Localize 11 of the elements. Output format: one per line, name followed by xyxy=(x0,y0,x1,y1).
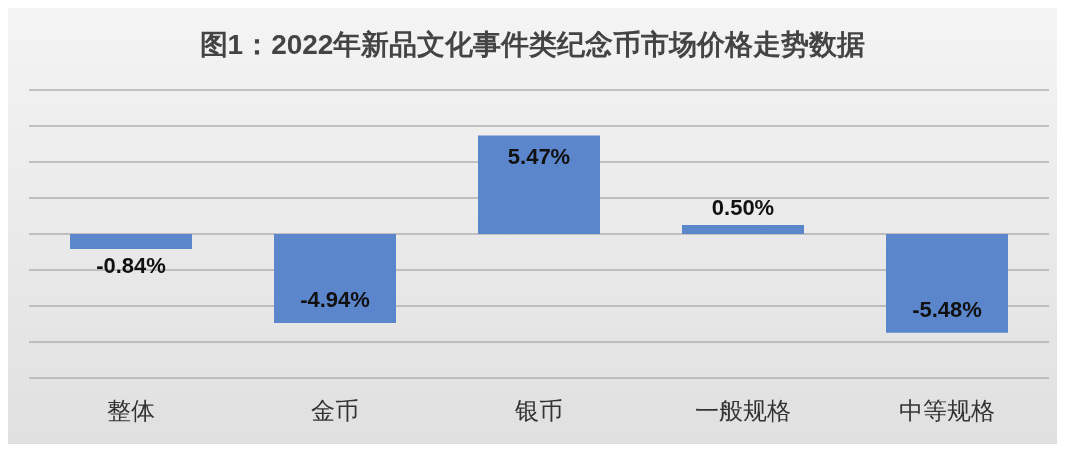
chart-title: 图1：2022年新品文化事件类纪念币市场价格走势数据 xyxy=(198,28,867,62)
x-tick-label: 一般规格 xyxy=(695,397,791,425)
x-tick-label: 整体 xyxy=(107,397,155,425)
data-label: -4.94% xyxy=(300,286,370,312)
x-tick-label: 银币 xyxy=(514,397,563,425)
data-label: -0.84% xyxy=(96,253,166,279)
data-label: -5.48% xyxy=(912,296,982,322)
data-label: 0.50% xyxy=(711,195,775,220)
x-tick-label: 中等规格 xyxy=(899,397,995,425)
x-tick-label: 金币 xyxy=(311,397,359,425)
data-label: 5.47% xyxy=(507,143,571,169)
